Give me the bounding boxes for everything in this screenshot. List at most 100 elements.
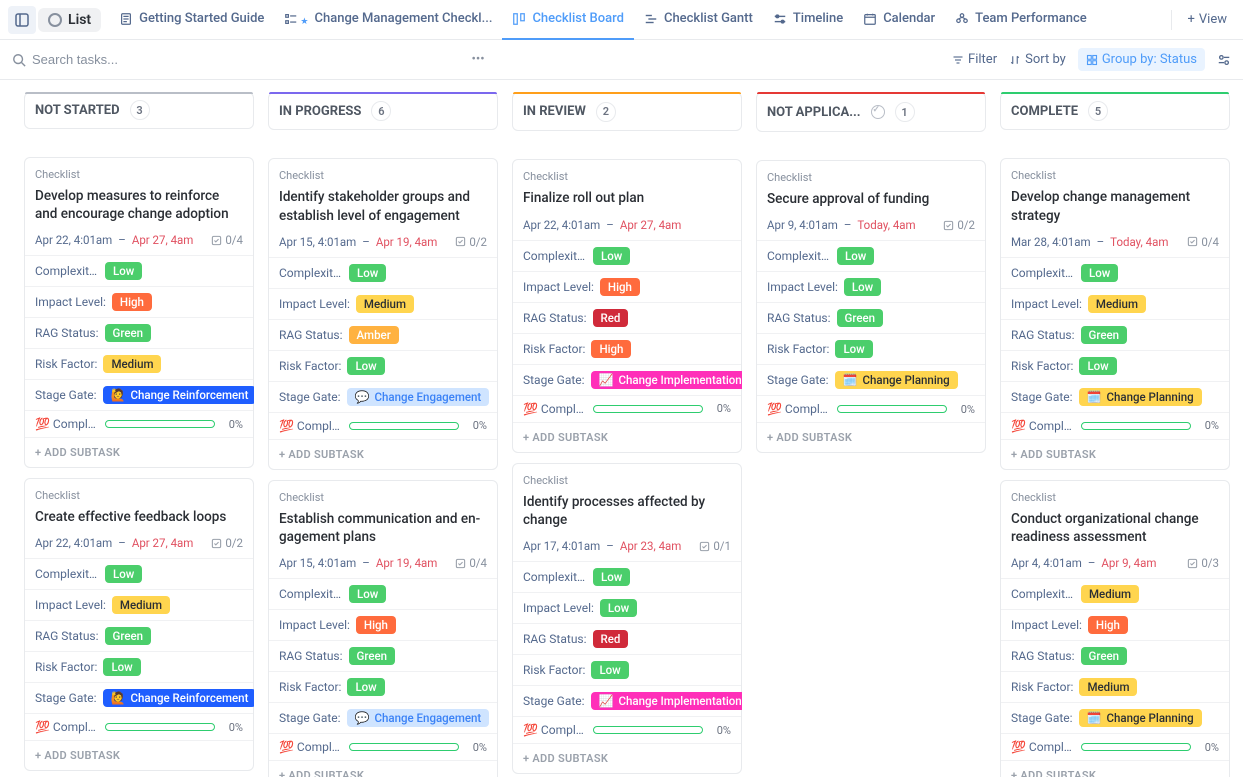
progress-bar bbox=[1081, 743, 1191, 751]
risk-label: Risk Factor: bbox=[35, 357, 97, 371]
task-card[interactable]: Checklist Develop measures to reinforce … bbox=[24, 157, 254, 468]
add-subtask-button[interactable]: + ADD SUBTASK bbox=[269, 439, 497, 469]
complexity-label: Complexity... bbox=[523, 249, 587, 263]
stage-label: Stage Gate: bbox=[523, 373, 585, 387]
pill-green: Green bbox=[105, 627, 152, 645]
progress-pct: 0% bbox=[1197, 419, 1219, 432]
add-subtask-button[interactable]: + ADD SUBTASK bbox=[1001, 439, 1229, 469]
pill-high: High bbox=[591, 340, 631, 358]
group-button[interactable]: Group by: Status bbox=[1078, 48, 1205, 71]
task-card[interactable]: Checklist Secure approval of funding Apr… bbox=[756, 160, 986, 453]
stage-pill: 💬Change Engagement bbox=[347, 388, 490, 406]
impact-label: Impact Level: bbox=[35, 295, 106, 309]
column-header[interactable]: IN PROGRESS 6 bbox=[268, 92, 498, 130]
column-header[interactable]: IN REVIEW 2 bbox=[512, 92, 742, 131]
start-date: Apr 15, 4:01am bbox=[279, 556, 356, 570]
subtask-count: 0/2 bbox=[211, 536, 243, 550]
rag-label: RAG Status: bbox=[1011, 649, 1075, 663]
topbar: List Getting Started Guide★Change Manage… bbox=[0, 0, 1243, 40]
impact-label: Impact Level: bbox=[279, 297, 350, 311]
tab-steps[interactable]: ★Change Management Checkl... bbox=[274, 0, 502, 40]
task-card[interactable]: Checklist Finalize roll out plan Apr 22,… bbox=[512, 159, 742, 452]
task-card[interactable]: Checklist Identify processes affected by… bbox=[512, 463, 742, 774]
pill-low: Low bbox=[835, 340, 872, 358]
more-menu-icon[interactable]: ••• bbox=[467, 48, 488, 71]
column-header[interactable]: NOT APPLICA... 1 bbox=[756, 92, 986, 132]
breadcrumb: Checklist bbox=[279, 491, 487, 504]
subtask-count: 0/1 bbox=[699, 539, 731, 553]
tab-team[interactable]: Team Performance bbox=[945, 0, 1097, 40]
add-subtask-button[interactable]: + ADD SUBTASK bbox=[513, 743, 741, 773]
tab-gantt[interactable]: Checklist Gantt bbox=[634, 0, 763, 40]
pill-high: High bbox=[1088, 616, 1128, 634]
start-date: Apr 17, 4:01am bbox=[523, 539, 600, 553]
task-card[interactable]: Checklist Conduct organizational change … bbox=[1000, 480, 1230, 777]
add-subtask-button[interactable]: + ADD SUBTASK bbox=[1001, 760, 1229, 777]
add-subtask-button[interactable]: + ADD SUBTASK bbox=[25, 437, 253, 467]
progress-bar bbox=[349, 422, 459, 430]
sort-button[interactable]: Sort by bbox=[1009, 52, 1066, 67]
completion-label: 💯 Complet... bbox=[523, 723, 587, 737]
column-header[interactable]: NOT STARTED 3 bbox=[24, 92, 254, 129]
stage-label: Stage Gate: bbox=[279, 390, 341, 404]
card-title: Establish communication and en­gagement … bbox=[279, 510, 487, 546]
pill-low: Low bbox=[600, 599, 637, 617]
pill-low: Low bbox=[349, 585, 386, 603]
dateline: Apr 15, 4:01am – Apr 19, 4am 0/2 bbox=[279, 235, 487, 249]
task-card[interactable]: Checklist Identify stakeholder groups an… bbox=[268, 158, 498, 469]
add-view-button[interactable]: + View bbox=[1180, 12, 1236, 27]
stage-label: Stage Gate: bbox=[35, 388, 97, 402]
dateline: Apr 22, 4:01am – Apr 27, 4am bbox=[523, 218, 731, 232]
breadcrumb: Checklist bbox=[767, 171, 975, 184]
task-card[interactable]: Checklist Develop change management stra… bbox=[1000, 158, 1230, 469]
tab-label: Checklist Board bbox=[532, 11, 624, 26]
search-input[interactable] bbox=[32, 52, 232, 67]
stage-label: Stage Gate: bbox=[523, 694, 585, 708]
pill-green: Green bbox=[105, 324, 152, 342]
progress-bar bbox=[105, 420, 215, 428]
due-date: Apr 23, 4am bbox=[620, 539, 682, 553]
task-card[interactable]: Checklist Create effective feedback loop… bbox=[24, 478, 254, 771]
filter-icon bbox=[952, 54, 964, 66]
view-tabs: Getting Started Guide★Change Management … bbox=[109, 0, 1162, 40]
pill-low: Low bbox=[1079, 357, 1116, 375]
due-date: Apr 27, 4am bbox=[132, 536, 194, 550]
dateline: Apr 15, 4:01am – Apr 19, 4am 0/4 bbox=[279, 556, 487, 570]
pill-medium: Medium bbox=[1088, 295, 1146, 313]
column-title: IN PROGRESS bbox=[279, 104, 361, 119]
task-card[interactable]: Checklist Establish communication and en… bbox=[268, 480, 498, 777]
cards: Checklist Identify stakeholder groups an… bbox=[268, 158, 498, 777]
tab-timeline[interactable]: Timeline bbox=[763, 0, 853, 40]
column: COMPLETE 5 Checklist Develop change mana… bbox=[1000, 92, 1230, 777]
add-subtask-button[interactable]: + ADD SUBTASK bbox=[25, 740, 253, 770]
cards: Checklist Develop change management stra… bbox=[1000, 158, 1230, 777]
column-header[interactable]: COMPLETE 5 bbox=[1000, 92, 1230, 130]
rag-label: RAG Status: bbox=[279, 649, 343, 663]
tab-board[interactable]: Checklist Board bbox=[502, 0, 634, 40]
sort-icon bbox=[1009, 54, 1021, 66]
risk-label: Risk Factor: bbox=[1011, 680, 1073, 694]
settings-button[interactable] bbox=[1217, 53, 1231, 67]
tab-calendar[interactable]: Calendar bbox=[853, 0, 945, 40]
tab-doc[interactable]: Getting Started Guide bbox=[109, 0, 274, 40]
add-subtask-button[interactable]: + ADD SUBTASK bbox=[513, 422, 741, 452]
pill-medium: Medium bbox=[356, 295, 414, 313]
list-chip[interactable]: List bbox=[38, 8, 101, 32]
collapse-sidebar-icon[interactable] bbox=[8, 6, 36, 34]
progress-bar bbox=[837, 405, 947, 413]
rag-label: RAG Status: bbox=[35, 326, 99, 340]
search bbox=[12, 52, 459, 67]
completion-label: 💯 Complet... bbox=[35, 720, 99, 734]
complexity-label: Complexity... bbox=[35, 567, 99, 581]
pill-low: Low bbox=[844, 278, 881, 296]
add-subtask-button[interactable]: + ADD SUBTASK bbox=[757, 422, 985, 452]
start-date: Apr 15, 4:01am bbox=[279, 235, 356, 249]
stage-pill: 🙋Change Reinforcement bbox=[103, 386, 254, 404]
dateline: Apr 22, 4:01am – Apr 27, 4am 0/2 bbox=[35, 536, 243, 550]
impact-label: Impact Level: bbox=[523, 280, 594, 294]
add-subtask-button[interactable]: + ADD SUBTASK bbox=[269, 760, 497, 777]
pill-medium: Medium bbox=[1079, 678, 1137, 696]
breadcrumb: Checklist bbox=[279, 169, 487, 182]
filter-button[interactable]: Filter bbox=[952, 52, 997, 67]
rag-label: RAG Status: bbox=[767, 311, 831, 325]
